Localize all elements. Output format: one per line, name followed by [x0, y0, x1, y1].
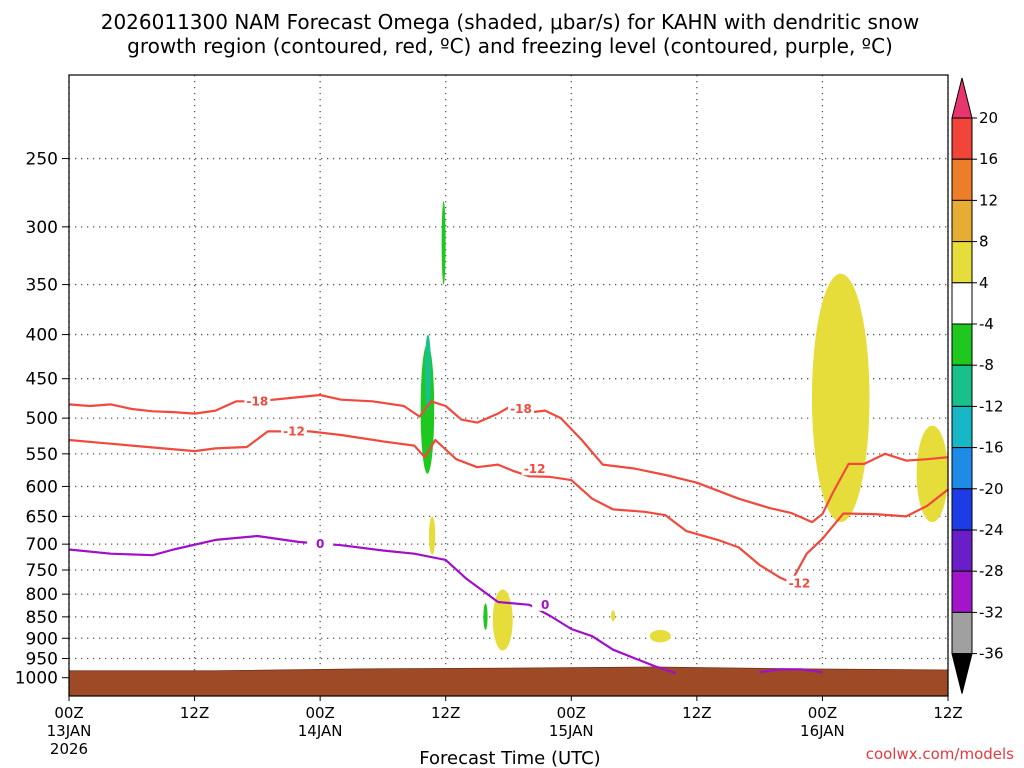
- y-tick-label: 800: [26, 585, 58, 605]
- colorbar-level-label: -36: [979, 645, 1004, 663]
- y-tick-label: 300: [26, 218, 58, 238]
- x-tick-label: 00Z: [557, 704, 586, 722]
- colorbar-min-arrow: [951, 653, 973, 694]
- contours: -18 -18 -12 -12 -12 0 0: [68, 393, 949, 675]
- colorbar-level-label: 8: [979, 233, 989, 251]
- contour-label: -12: [789, 577, 811, 591]
- plot-background: [69, 75, 948, 696]
- contour-line: [68, 393, 949, 524]
- colorbar-swatch: [951, 570, 973, 613]
- x-tick-date: 14JAN: [298, 722, 343, 740]
- omega-shaded-region: [441, 201, 446, 285]
- y-tick-label: 350: [26, 276, 58, 296]
- contour-line: [759, 668, 823, 674]
- colorbar-level-label: -24: [979, 521, 1004, 539]
- colorbar-swatch: [951, 529, 973, 572]
- contour-label-background: [786, 575, 813, 590]
- colorbar-level-label: 12: [979, 191, 998, 209]
- y-tick-label: 450: [26, 370, 58, 390]
- x-tick-date: 15JAN: [549, 722, 594, 740]
- x-tick-label: 00Z: [54, 704, 83, 722]
- omega-shaded-region: [492, 589, 513, 651]
- x-tick-label: 12Z: [682, 704, 711, 722]
- colorbar-level-label: -32: [979, 603, 1004, 621]
- colorbar-level-label: 20: [979, 109, 998, 127]
- omega-shaded-region: [428, 516, 436, 555]
- x-tick-date: 13JAN: [47, 722, 92, 740]
- x-axis-label: Forecast Time (UTC): [419, 748, 600, 768]
- y-tick-label: 550: [26, 445, 58, 465]
- omega-shaded-region: [611, 610, 616, 622]
- contour-label-background: [244, 393, 271, 408]
- colorbar-level-label: -8: [979, 356, 994, 374]
- y-tick-label: 400: [26, 326, 58, 346]
- x-tick-label: 12Z: [180, 704, 209, 722]
- contour-label-background: [521, 461, 548, 476]
- colorbar-level-label: 16: [979, 150, 998, 168]
- y-tick-label: 900: [26, 629, 58, 649]
- omega-shaded-region: [811, 273, 870, 523]
- plot-area: -18 -18 -12 -12 -12 0 0: [68, 74, 949, 697]
- colorbar-swatch: [951, 199, 973, 243]
- credit-text: coolwx.com/models: [866, 745, 1014, 763]
- contour-line: [68, 430, 949, 584]
- colorbar-swatch: [951, 364, 973, 407]
- contour-label: -18: [247, 394, 269, 408]
- contour-label: 0: [316, 537, 324, 551]
- colorbar-level-label: -20: [979, 480, 1004, 498]
- x-tick-date: 16JAN: [800, 722, 845, 740]
- plot-frame: [68, 74, 949, 697]
- colorbar-level-label: -4: [979, 315, 994, 333]
- x-tick-label: 12Z: [933, 704, 962, 722]
- colorbar-swatch: [951, 241, 973, 284]
- y-tick-label: 600: [26, 477, 58, 497]
- contour-line: [68, 534, 677, 675]
- colorbar: 20 16 12 8 4 -4 -8 -12 -16 -20 -24 -28 -32 -36: [951, 77, 1004, 694]
- colorbar-swatch: [951, 282, 973, 325]
- contour-label-background: [280, 423, 307, 438]
- colorbar-level-label: 4: [979, 274, 989, 292]
- omega-shaded-region: [483, 603, 488, 630]
- x-tick-label: 12Z: [431, 704, 460, 722]
- colorbar-swatch: [951, 117, 973, 160]
- y-axis: 2503003504004505005506006507007508008509…: [15, 150, 69, 689]
- y-tick-label: 750: [26, 561, 58, 581]
- contour-label-background: [532, 596, 559, 611]
- contour-label: -18: [510, 402, 532, 416]
- y-tick-label: 650: [26, 507, 58, 527]
- x-tick-year: 2026: [50, 740, 88, 758]
- chart-title-line2: growth region (contoured, red, ºC) and f…: [127, 34, 893, 58]
- colorbar-swatch: [951, 488, 973, 531]
- contour-label: -12: [283, 424, 305, 438]
- omega-shaded-region: [916, 425, 949, 523]
- y-tick-label: 700: [26, 535, 58, 555]
- y-tick-label: 250: [26, 150, 58, 170]
- y-tick-label: 850: [26, 608, 58, 628]
- omega-shaded-region: [649, 629, 671, 643]
- colorbar-swatch: [951, 158, 973, 201]
- contour-label: 0: [541, 598, 549, 612]
- x-tick-label: 00Z: [305, 704, 334, 722]
- chart-title-line1: 2026011300 NAM Forecast Omega (shaded, μ…: [101, 10, 920, 34]
- contour-label: -12: [524, 462, 546, 476]
- x-tick-label: 00Z: [808, 704, 837, 722]
- colorbar-swatch: [951, 405, 973, 449]
- colorbar-level-label: -16: [979, 439, 1004, 457]
- colorbar-max-arrow: [951, 77, 973, 119]
- omega-shading: [420, 201, 949, 651]
- colorbar-level-label: -28: [979, 562, 1004, 580]
- colorbar-swatch: [951, 611, 973, 655]
- colorbar-level-label: -12: [979, 397, 1004, 415]
- contour-label-background: [307, 536, 334, 551]
- contour-label-background: [508, 401, 535, 416]
- y-tick-label: 500: [26, 409, 58, 429]
- y-tick-label: 1000: [15, 669, 58, 689]
- omega-shaded-region: [424, 334, 432, 411]
- y-tick-label: 950: [26, 650, 58, 670]
- colorbar-swatch: [951, 323, 973, 366]
- colorbar-swatch: [951, 447, 973, 490]
